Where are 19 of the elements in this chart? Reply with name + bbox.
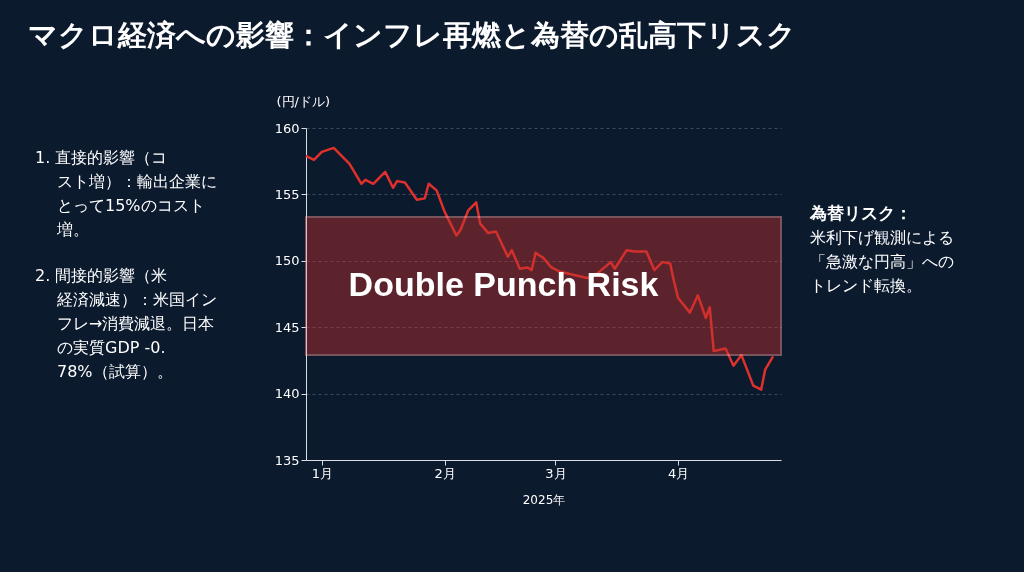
x-tick-label: 2月 bbox=[434, 465, 456, 481]
text: 米利下げ観測による「急激な円高」へのトレンド転換。 bbox=[810, 228, 954, 295]
text: 2. 間接的影響（米経済減速）：米国インフレ→消費減退。日本の実質GDP -0.78%（試算）。 bbox=[35, 266, 217, 381]
y-tick-label: 160 bbox=[274, 120, 300, 136]
x-tick-label: 1月 bbox=[311, 465, 333, 481]
x-tick-label: 4月 bbox=[667, 465, 690, 481]
y-axis-title: (円/ドル) bbox=[276, 93, 331, 109]
y-tick-label: 140 bbox=[274, 386, 300, 402]
x-axis-title: 2025年 bbox=[522, 492, 566, 507]
band-label: Double Punch Risk bbox=[348, 265, 659, 304]
y-tick-label: 135 bbox=[274, 452, 300, 468]
chart-title: マクロ経済への影響：インフレ再燃と為替の乱高下リスク bbox=[28, 18, 796, 52]
x-tick-label: 3月 bbox=[545, 465, 567, 481]
y-tick-label: 155 bbox=[274, 186, 300, 202]
text: 為替リスク： bbox=[809, 203, 912, 223]
y-tick-label: 145 bbox=[274, 319, 300, 335]
y-tick-label: 150 bbox=[274, 253, 300, 269]
line-series bbox=[304, 146, 775, 391]
text: 1. 直接的影響（コスト増）：輸出企業にとって15%のコスト増。 bbox=[35, 148, 217, 239]
